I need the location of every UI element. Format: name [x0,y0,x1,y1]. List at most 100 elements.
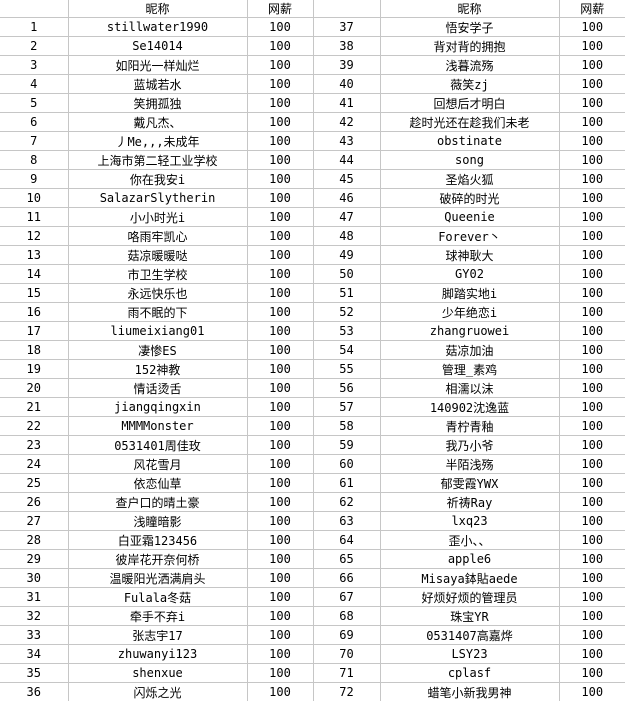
row-number-cell[interactable]: 19 [0,359,69,379]
right-salary-header-cell[interactable]: 网薪 [558,0,625,18]
nickname-cell[interactable]: 0531407高嘉烨 [379,625,560,645]
salary-cell[interactable]: 100 [558,302,625,322]
salary-cell[interactable]: 100 [246,17,314,37]
row-number-cell[interactable]: 12 [0,226,69,246]
nickname-cell[interactable]: 趁时光还在趁我们未老 [379,112,560,132]
row-number-cell[interactable]: 51 [312,283,381,303]
nickname-cell[interactable]: 上海市第二轻工业学校 [67,150,248,170]
nickname-cell[interactable]: 0531401周佳玫 [67,435,248,455]
salary-cell[interactable]: 100 [558,492,625,512]
nickname-cell[interactable]: zhuwanyi123 [67,644,248,664]
nickname-cell[interactable]: 半陌浅殇 [379,454,560,474]
salary-cell[interactable]: 100 [558,663,625,683]
salary-cell[interactable]: 100 [246,321,314,341]
row-number-cell[interactable]: 69 [312,625,381,645]
salary-cell[interactable]: 100 [246,644,314,664]
salary-cell[interactable]: 100 [558,682,625,702]
left-number-header-cell[interactable] [0,0,69,18]
row-number-cell[interactable]: 62 [312,492,381,512]
row-number-cell[interactable]: 32 [0,606,69,626]
row-number-cell[interactable]: 61 [312,473,381,493]
salary-cell[interactable]: 100 [558,131,625,151]
row-number-cell[interactable]: 31 [0,587,69,607]
salary-cell[interactable]: 100 [246,112,314,132]
row-number-cell[interactable]: 65 [312,549,381,569]
salary-cell[interactable]: 100 [558,435,625,455]
row-number-cell[interactable]: 9 [0,169,69,189]
row-number-cell[interactable]: 63 [312,511,381,531]
row-number-cell[interactable]: 59 [312,435,381,455]
salary-cell[interactable]: 100 [558,93,625,113]
nickname-cell[interactable]: stillwater1990 [67,17,248,37]
salary-cell[interactable]: 100 [246,511,314,531]
salary-cell[interactable]: 100 [246,530,314,550]
nickname-cell[interactable]: 情话烫舌 [67,378,248,398]
row-number-cell[interactable]: 68 [312,606,381,626]
nickname-cell[interactable]: 圣焰火狐 [379,169,560,189]
row-number-cell[interactable]: 30 [0,568,69,588]
nickname-cell[interactable]: Misaya鉢貼aede [379,568,560,588]
salary-cell[interactable]: 100 [558,606,625,626]
nickname-cell[interactable]: 悟安学子 [379,17,560,37]
salary-cell[interactable]: 100 [558,264,625,284]
salary-cell[interactable]: 100 [246,302,314,322]
right-number-header-cell[interactable] [312,0,381,18]
row-number-cell[interactable]: 37 [312,17,381,37]
salary-cell[interactable]: 100 [246,55,314,75]
nickname-cell[interactable]: 如阳光一样灿烂 [67,55,248,75]
nickname-cell[interactable]: 依恋仙草 [67,473,248,493]
salary-cell[interactable]: 100 [558,568,625,588]
row-number-cell[interactable]: 60 [312,454,381,474]
nickname-cell[interactable]: Fulala冬菇 [67,587,248,607]
row-number-cell[interactable]: 33 [0,625,69,645]
nickname-cell[interactable]: 凄惨ES [67,340,248,360]
nickname-cell[interactable]: 浅瞳暗影 [67,511,248,531]
nickname-cell[interactable]: 破碎的时光 [379,188,560,208]
salary-cell[interactable]: 100 [246,169,314,189]
salary-cell[interactable]: 100 [246,93,314,113]
nickname-cell[interactable]: 牵手不弃i [67,606,248,626]
left-salary-header-cell[interactable]: 网薪 [246,0,314,18]
salary-cell[interactable]: 100 [558,644,625,664]
salary-cell[interactable]: 100 [558,454,625,474]
row-number-cell[interactable]: 57 [312,397,381,417]
row-number-cell[interactable]: 21 [0,397,69,417]
nickname-cell[interactable]: 青柠青釉 [379,416,560,436]
nickname-cell[interactable]: Queenie [379,207,560,227]
salary-cell[interactable]: 100 [558,416,625,436]
nickname-cell[interactable]: jiangqingxin [67,397,248,417]
nickname-cell[interactable]: obstinate [379,131,560,151]
row-number-cell[interactable]: 13 [0,245,69,265]
nickname-cell[interactable]: 蜡笔小新我男神 [379,682,560,702]
nickname-cell[interactable]: cplasf [379,663,560,683]
salary-cell[interactable]: 100 [246,606,314,626]
row-number-cell[interactable]: 4 [0,74,69,94]
row-number-cell[interactable]: 55 [312,359,381,379]
row-number-cell[interactable]: 17 [0,321,69,341]
nickname-cell[interactable]: 张志宇17 [67,625,248,645]
row-number-cell[interactable]: 5 [0,93,69,113]
salary-cell[interactable]: 100 [246,226,314,246]
nickname-cell[interactable]: 小小时光i [67,207,248,227]
row-number-cell[interactable]: 71 [312,663,381,683]
row-number-cell[interactable]: 15 [0,283,69,303]
row-number-cell[interactable]: 49 [312,245,381,265]
salary-cell[interactable]: 100 [246,397,314,417]
nickname-cell[interactable]: SalazarSlytherin [67,188,248,208]
row-number-cell[interactable]: 47 [312,207,381,227]
row-number-cell[interactable]: 24 [0,454,69,474]
row-number-cell[interactable]: 8 [0,150,69,170]
salary-cell[interactable]: 100 [246,549,314,569]
nickname-cell[interactable]: 浅暮流殇 [379,55,560,75]
salary-cell[interactable]: 100 [558,36,625,56]
salary-cell[interactable]: 100 [558,625,625,645]
row-number-cell[interactable]: 70 [312,644,381,664]
row-number-cell[interactable]: 16 [0,302,69,322]
row-number-cell[interactable]: 52 [312,302,381,322]
row-number-cell[interactable]: 25 [0,473,69,493]
row-number-cell[interactable]: 45 [312,169,381,189]
salary-cell[interactable]: 100 [558,587,625,607]
row-number-cell[interactable]: 29 [0,549,69,569]
row-number-cell[interactable]: 67 [312,587,381,607]
salary-cell[interactable]: 100 [558,511,625,531]
